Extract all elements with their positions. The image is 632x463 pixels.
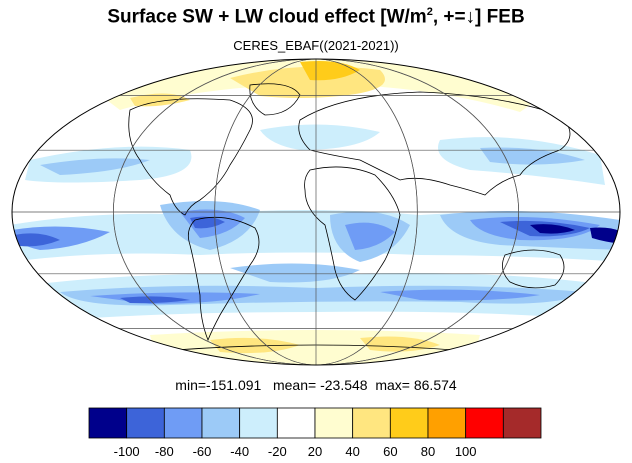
map-border [11,58,621,366]
graticule [12,59,620,365]
colorbar-swatch [239,407,278,439]
stats-line: min=-151.091 mean= -23.548 max= 86.574 [0,377,632,393]
colorbar-tick-label: -80 [155,444,174,459]
colorbar-tick-label: 40 [345,444,359,459]
mean-label: mean= [272,377,317,393]
colorbar-swatch [427,407,467,439]
colorbar-tick-label: -60 [193,444,212,459]
europe-asia-outline [298,91,571,196]
colorbar-tick-label: 60 [383,444,397,459]
colorbar-tick-label: -40 [230,444,249,459]
mollweide-map [11,58,621,366]
colorbar-swatch [465,407,504,439]
mean-value: -23.548 [320,377,368,393]
colorbar-tick-label: -100 [114,444,140,459]
australia-outline [502,249,565,289]
colorbar-swatch [314,407,354,439]
north-america-outline [128,98,253,216]
colorbar-swatch [201,407,241,439]
colorbar-tick-label: -20 [268,444,287,459]
continent-outlines [128,83,571,353]
antarctica-outline [149,344,481,353]
colorbar-tick-label: 100 [455,444,477,459]
map-title: Surface SW + LW cloud effect [W/m2, +=↓]… [107,6,525,28]
meridian-line [214,59,418,365]
southern-storm-track [30,263,610,322]
tropical-cloud-band [12,201,620,262]
greenland-outline [249,83,301,116]
colorbar-swatch [88,407,128,439]
arctic-warm-region [100,59,540,112]
colorbar: -100 -80 -60 -40 -20 20 40 60 80 100 [88,407,542,459]
min-label: min= [175,377,207,393]
africa-outline [304,166,401,301]
min-value: -151.091 [206,377,262,393]
north-midlat-cloud-band [25,124,605,185]
colorbar-swatch [276,407,316,439]
colorbar-swatch [502,407,542,439]
colorbar-tick-label: 20 [308,444,322,459]
colorbar-swatch [126,407,165,439]
colorbar-tick-label: 80 [421,444,435,459]
max-label: max= [375,377,410,393]
map-subtitle: CERES_EBAF((2021-2021)) [233,38,399,53]
colorbar-swatch [163,407,203,439]
meridian-line [112,59,520,365]
colorbar-swatch [352,407,391,439]
max-value: 86.574 [413,377,457,393]
colorbar-swatch [389,407,429,439]
